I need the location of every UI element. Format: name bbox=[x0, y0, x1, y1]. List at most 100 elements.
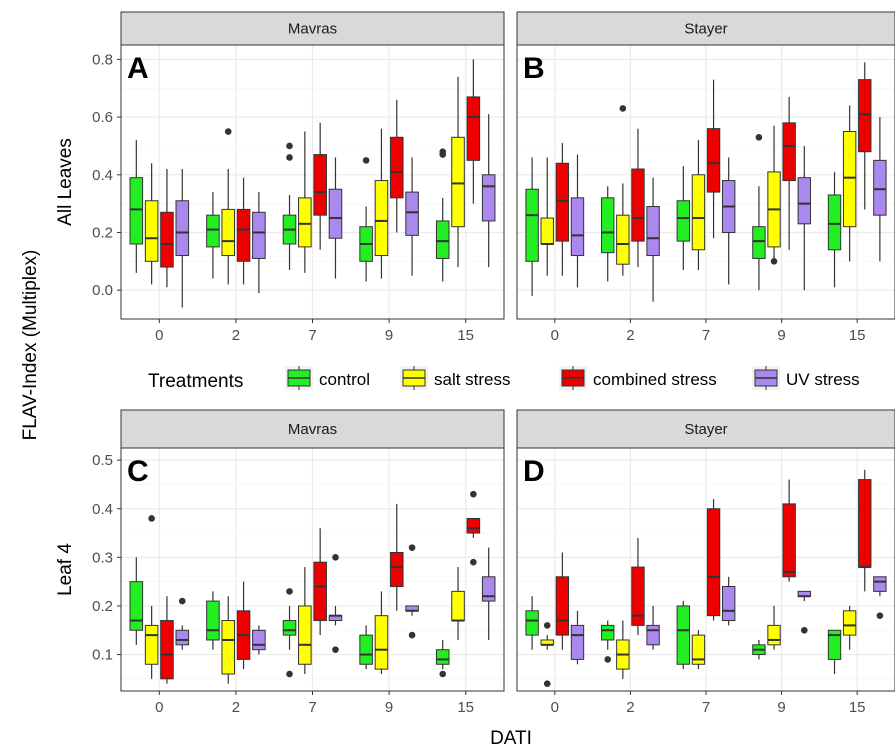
box-9 bbox=[389, 503, 404, 611]
gridlines bbox=[121, 448, 504, 691]
legend-item-combined-stress: combined stress bbox=[559, 366, 717, 390]
y-tick-label: 0.0 bbox=[92, 282, 113, 299]
box-0 bbox=[175, 169, 190, 308]
x-tick-label: 9 bbox=[777, 699, 785, 716]
box-body bbox=[298, 197, 312, 248]
box-body bbox=[435, 220, 450, 259]
box-body bbox=[221, 208, 236, 257]
box-2 bbox=[601, 620, 615, 663]
box-body bbox=[691, 634, 706, 665]
panel-A: Mavras A 0 2 7 9 15 0.0 0.2 0.4 0.6 0.8 All Leaves bbox=[55, 11, 505, 344]
box-body bbox=[555, 162, 570, 242]
series-salt-stress bbox=[540, 605, 857, 688]
panel-C: Mavras C 0 2 7 9 15 0.1 0.2 0.3 0.4 0.5 Leaf 4 bbox=[55, 409, 505, 716]
box-body bbox=[236, 208, 251, 262]
y-tick-label: 0.2 bbox=[92, 224, 113, 241]
box-body bbox=[313, 561, 327, 622]
x-tick-label: 0 bbox=[551, 327, 559, 344]
series-control bbox=[129, 140, 450, 282]
box-7 bbox=[721, 576, 736, 626]
x-tick-label: 9 bbox=[385, 327, 393, 344]
box-2 bbox=[221, 128, 236, 285]
outlier-point bbox=[332, 554, 339, 561]
box-body bbox=[616, 214, 630, 265]
box-7 bbox=[328, 554, 343, 653]
box-body bbox=[797, 177, 811, 225]
box-9 bbox=[782, 96, 796, 250]
box-2 bbox=[236, 177, 251, 285]
box-body bbox=[525, 610, 539, 636]
box-0 bbox=[160, 169, 174, 288]
box-15 bbox=[873, 117, 887, 262]
y-tick-label: 0.4 bbox=[92, 501, 113, 518]
box-0 bbox=[175, 597, 190, 650]
box-2 bbox=[252, 625, 266, 655]
box-0 bbox=[525, 596, 539, 650]
box-body bbox=[481, 174, 496, 222]
box-body bbox=[328, 188, 343, 239]
box-body bbox=[359, 634, 373, 665]
box-body bbox=[525, 188, 539, 262]
box-body bbox=[160, 211, 174, 268]
box-body bbox=[631, 566, 645, 626]
box-0 bbox=[160, 596, 174, 684]
series-UV-stress bbox=[570, 117, 887, 302]
box-7 bbox=[721, 157, 736, 285]
box-body bbox=[435, 649, 450, 665]
x-tick-label: 9 bbox=[385, 699, 393, 716]
y-tick-label: 0.1 bbox=[92, 647, 113, 664]
box-7 bbox=[691, 140, 706, 270]
box-0 bbox=[540, 622, 554, 688]
outlier-point bbox=[286, 142, 293, 150]
outlier-point bbox=[286, 154, 293, 161]
box-0 bbox=[129, 557, 144, 645]
box-2 bbox=[616, 105, 630, 276]
box-body bbox=[570, 197, 585, 257]
box-body bbox=[451, 136, 465, 228]
box-7 bbox=[282, 142, 297, 270]
box-9 bbox=[782, 479, 796, 582]
box-7 bbox=[313, 122, 327, 250]
box-9 bbox=[767, 605, 781, 650]
box-2 bbox=[616, 620, 630, 679]
box-15 bbox=[451, 567, 465, 640]
outlier-point bbox=[439, 148, 447, 156]
box-body bbox=[676, 605, 691, 665]
outlier-point bbox=[362, 157, 370, 164]
outlier-point bbox=[619, 105, 627, 112]
series-combined-stress bbox=[160, 490, 481, 684]
box-body bbox=[144, 200, 159, 262]
y-tick-label: 0.3 bbox=[92, 549, 113, 566]
box-9 bbox=[767, 125, 781, 265]
series-control bbox=[525, 133, 842, 296]
legend-title: Treatments bbox=[148, 371, 243, 392]
box-body bbox=[206, 214, 220, 248]
box-body bbox=[706, 508, 721, 617]
box-body bbox=[873, 576, 887, 592]
legend-label: control bbox=[319, 370, 370, 389]
box-body bbox=[540, 217, 554, 245]
box-9 bbox=[359, 625, 373, 670]
legend-label: salt stress bbox=[434, 370, 511, 389]
box-2 bbox=[236, 581, 251, 670]
outlier-point bbox=[543, 680, 551, 688]
outlier-point bbox=[286, 670, 293, 678]
facet-strip bbox=[516, 409, 895, 449]
facet-strip-label: Mavras bbox=[288, 21, 337, 38]
box-body bbox=[873, 159, 887, 216]
outlier-point bbox=[800, 626, 808, 634]
box-9 bbox=[752, 133, 766, 291]
box-body bbox=[389, 551, 404, 588]
panel-letter: A bbox=[127, 52, 149, 85]
series-UV-stress bbox=[570, 576, 887, 665]
box-body bbox=[601, 197, 615, 254]
y-tick-label: 0.8 bbox=[92, 51, 113, 68]
box-7 bbox=[706, 499, 721, 621]
box-body bbox=[206, 600, 220, 641]
legend-item-salt-stress: salt stress bbox=[400, 366, 511, 390]
y-tick-label: 0.2 bbox=[92, 598, 113, 615]
outlier-point bbox=[470, 490, 477, 498]
x-tick-label: 0 bbox=[155, 699, 163, 716]
outlier-point bbox=[148, 515, 155, 522]
